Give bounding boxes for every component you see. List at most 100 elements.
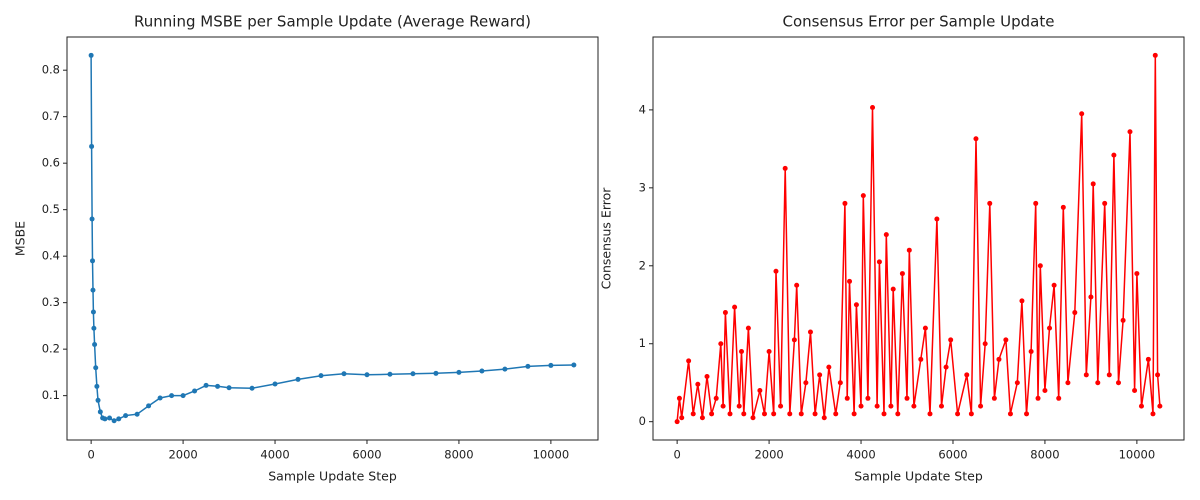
y-tick-label: 0 xyxy=(639,414,646,428)
data-point xyxy=(1127,129,1133,135)
data-point xyxy=(791,337,797,343)
data-point xyxy=(479,368,485,374)
data-point xyxy=(1042,388,1048,394)
y-tick-label: 0.5 xyxy=(42,202,60,216)
data-point xyxy=(249,385,255,391)
data-point xyxy=(713,395,719,401)
data-point xyxy=(934,216,940,222)
data-point xyxy=(870,105,876,111)
data-point xyxy=(111,418,117,424)
x-tick-label: 6000 xyxy=(352,448,381,462)
y-tick-label: 0.7 xyxy=(42,109,60,123)
data-point xyxy=(888,403,894,409)
data-point xyxy=(90,287,96,293)
data-point xyxy=(761,411,767,417)
data-point xyxy=(911,403,917,409)
series-line xyxy=(676,55,1161,422)
data-point xyxy=(146,403,152,409)
data-point xyxy=(89,143,95,149)
data-point xyxy=(964,372,970,378)
data-point xyxy=(858,403,864,409)
data-point xyxy=(1024,411,1030,417)
data-point xyxy=(123,413,129,419)
data-point xyxy=(1019,298,1025,304)
data-point xyxy=(456,369,462,375)
x-tick-label: 8000 xyxy=(444,448,473,462)
data-point xyxy=(842,200,848,206)
data-point xyxy=(341,371,347,377)
data-point xyxy=(674,419,680,425)
data-point xyxy=(1102,200,1108,206)
y-axis-label: Consensus Error xyxy=(599,187,614,290)
data-point xyxy=(676,395,682,401)
data-point xyxy=(741,411,747,417)
data-point xyxy=(851,411,857,417)
data-point xyxy=(94,383,100,389)
data-point xyxy=(1037,263,1043,269)
data-point xyxy=(955,411,961,417)
y-tick-label: 0.1 xyxy=(42,388,60,402)
data-point xyxy=(1003,337,1009,343)
x-tick-label: 10000 xyxy=(533,448,570,462)
y-tick-label: 0.6 xyxy=(42,156,60,170)
y-tick-label: 0.2 xyxy=(42,342,60,356)
data-point xyxy=(704,373,710,379)
data-point xyxy=(860,193,866,199)
data-point xyxy=(821,415,827,421)
data-point xyxy=(226,385,232,391)
data-point xyxy=(695,381,701,387)
data-point xyxy=(720,403,726,409)
data-point xyxy=(91,325,97,331)
data-point xyxy=(1033,200,1039,206)
data-point xyxy=(1035,395,1041,401)
y-tick-label: 3 xyxy=(639,180,646,194)
data-point xyxy=(1060,204,1066,210)
data-point xyxy=(881,411,887,417)
data-point xyxy=(757,388,763,394)
chart-title: Running MSBE per Sample Update (Average … xyxy=(134,13,531,31)
data-point xyxy=(102,416,108,422)
x-axis-label: Sample Update Step xyxy=(268,469,397,484)
x-tick-label: 4000 xyxy=(846,448,875,462)
data-point xyxy=(107,415,113,421)
data-point xyxy=(782,165,788,171)
data-point xyxy=(364,372,370,378)
data-point xyxy=(1095,380,1101,386)
data-point xyxy=(97,409,103,415)
data-point xyxy=(699,415,705,421)
data-point xyxy=(1150,411,1156,417)
data-point xyxy=(890,286,896,292)
data-point xyxy=(883,232,889,238)
data-point xyxy=(968,411,974,417)
data-point xyxy=(318,373,324,379)
data-point xyxy=(548,362,554,368)
data-point xyxy=(272,381,278,387)
x-tick-label: 6000 xyxy=(938,448,967,462)
data-point xyxy=(865,395,871,401)
data-point xyxy=(722,310,728,316)
data-point xyxy=(938,403,944,409)
data-point xyxy=(571,362,577,368)
data-point xyxy=(1120,317,1126,323)
data-point xyxy=(709,411,715,417)
data-point xyxy=(817,372,823,378)
data-point xyxy=(778,403,784,409)
y-tick-label: 0.4 xyxy=(42,249,60,263)
data-point xyxy=(844,395,850,401)
y-tick-label: 1 xyxy=(639,336,646,350)
data-point xyxy=(874,403,880,409)
data-point xyxy=(1111,152,1117,158)
data-point xyxy=(739,349,744,355)
x-tick-label: 0 xyxy=(673,448,680,462)
data-point xyxy=(690,411,696,417)
data-point xyxy=(750,415,756,421)
data-point xyxy=(826,364,832,370)
data-point xyxy=(798,411,804,417)
data-point xyxy=(410,371,416,377)
data-point xyxy=(180,393,186,399)
data-point xyxy=(1132,388,1138,394)
plot-frame xyxy=(66,36,599,441)
data-point xyxy=(904,395,910,401)
data-point xyxy=(90,258,96,264)
data-point xyxy=(1083,372,1089,378)
